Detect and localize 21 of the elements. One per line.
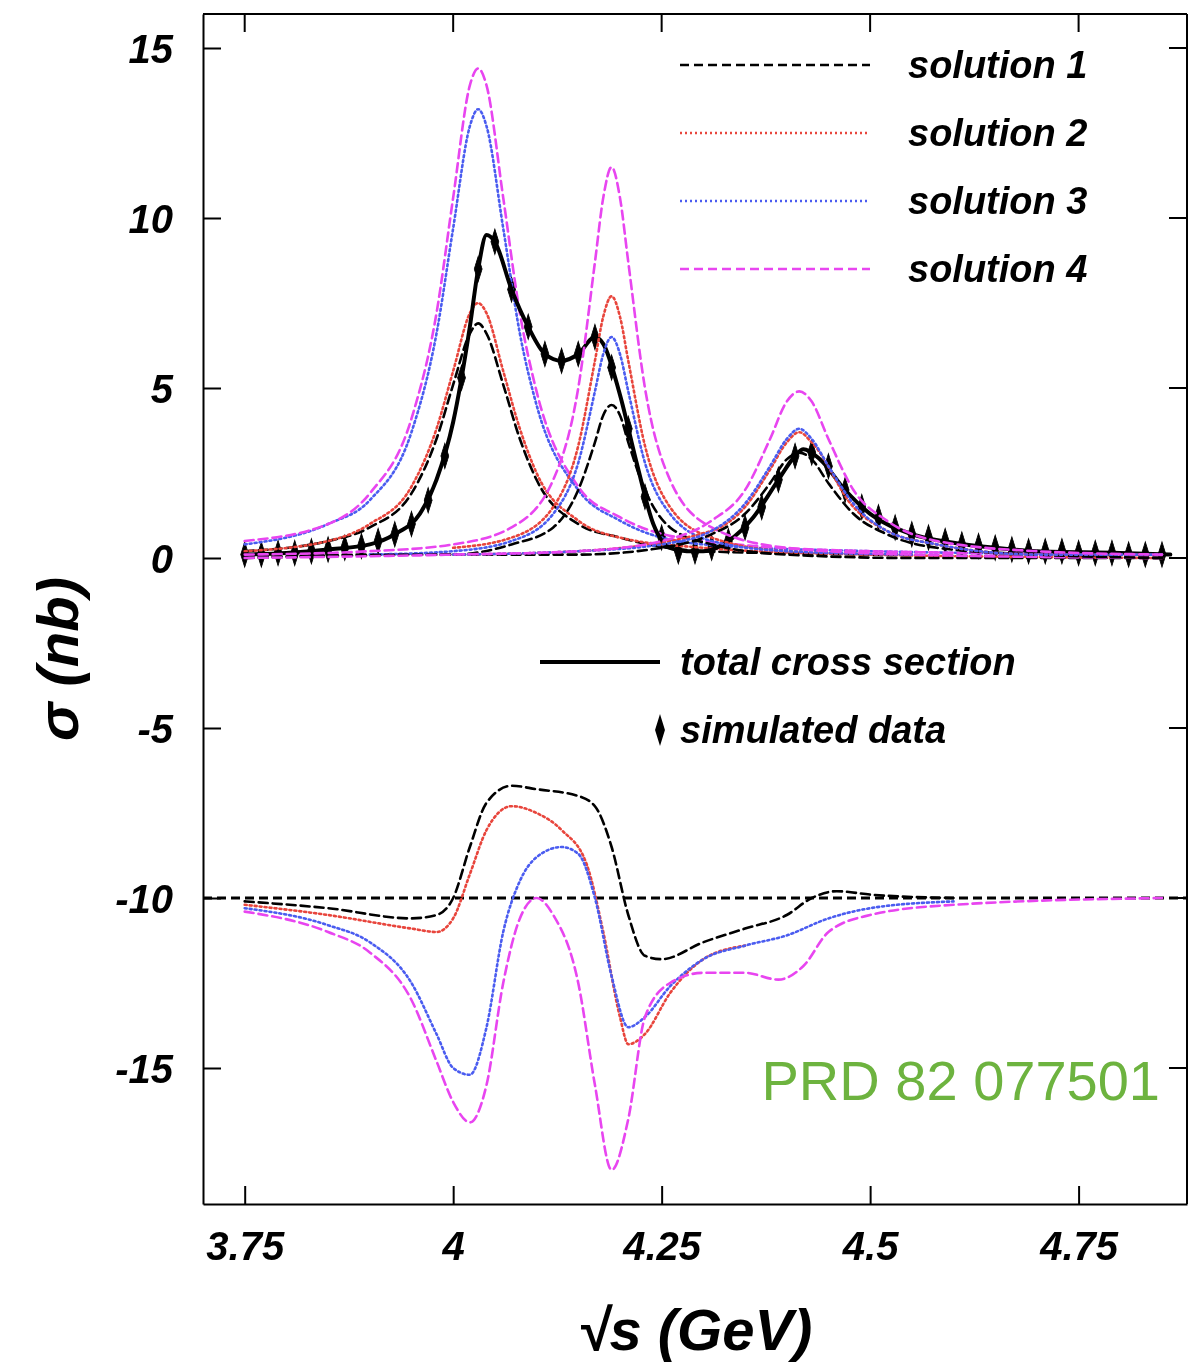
x-tick-label: 3.75 — [206, 1224, 285, 1269]
y-tick-label: 5 — [150, 366, 174, 411]
legend-label: total cross section — [680, 641, 1016, 683]
x-axis-title: √s (GeV) — [577, 1297, 813, 1362]
annotation: PRD 82 077501 — [761, 1049, 1160, 1112]
x-tick-label: 4 — [441, 1224, 465, 1269]
x-tick-label: 4.75 — [1039, 1224, 1119, 1269]
y-tick-label: 10 — [128, 196, 173, 241]
legend-label: solution 2 — [908, 112, 1088, 154]
y-tick-label: -15 — [115, 1046, 174, 1091]
y-tick-label: -10 — [115, 876, 173, 921]
y-tick-label: -5 — [137, 706, 174, 751]
y-tick-label: 15 — [128, 26, 174, 71]
x-tick-label: 4.25 — [622, 1224, 702, 1269]
legend-label: solution 3 — [908, 180, 1088, 222]
x-tick-label: 4.5 — [841, 1224, 900, 1269]
y-axis-title: σ (nb) — [25, 576, 90, 742]
legend-label: solution 1 — [908, 44, 1088, 86]
y-tick-label: 0 — [150, 536, 173, 581]
legend-label: simulated data — [680, 709, 947, 751]
legend-label: solution 4 — [908, 248, 1088, 290]
